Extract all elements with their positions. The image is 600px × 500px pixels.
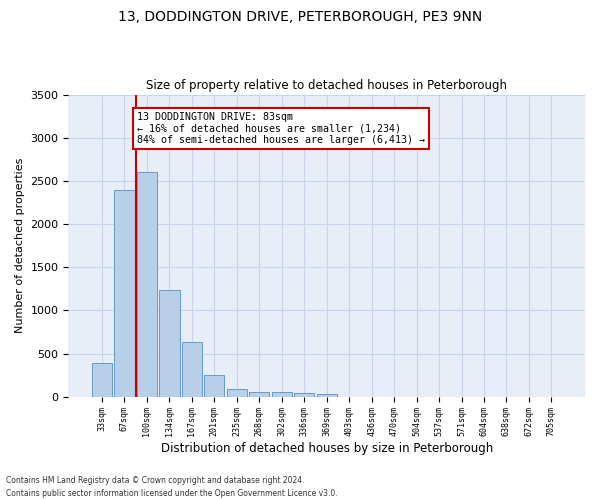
Bar	[204, 374, 224, 396]
Bar	[294, 394, 314, 396]
Bar	[115, 190, 134, 396]
Title: Size of property relative to detached houses in Peterborough: Size of property relative to detached ho…	[146, 79, 507, 92]
Bar	[249, 392, 269, 396]
Bar	[137, 172, 157, 396]
Bar	[272, 392, 292, 396]
X-axis label: Distribution of detached houses by size in Peterborough: Distribution of detached houses by size …	[161, 442, 493, 455]
Bar	[227, 389, 247, 396]
Text: Contains HM Land Registry data © Crown copyright and database right 2024.
Contai: Contains HM Land Registry data © Crown c…	[6, 476, 338, 498]
Text: 13, DODDINGTON DRIVE, PETERBOROUGH, PE3 9NN: 13, DODDINGTON DRIVE, PETERBOROUGH, PE3 …	[118, 10, 482, 24]
Bar	[92, 363, 112, 396]
Bar	[182, 342, 202, 396]
Bar	[317, 394, 337, 396]
Bar	[159, 290, 179, 397]
Text: 13 DODDINGTON DRIVE: 83sqm
← 16% of detached houses are smaller (1,234)
84% of s: 13 DODDINGTON DRIVE: 83sqm ← 16% of deta…	[137, 112, 425, 145]
Y-axis label: Number of detached properties: Number of detached properties	[15, 158, 25, 334]
